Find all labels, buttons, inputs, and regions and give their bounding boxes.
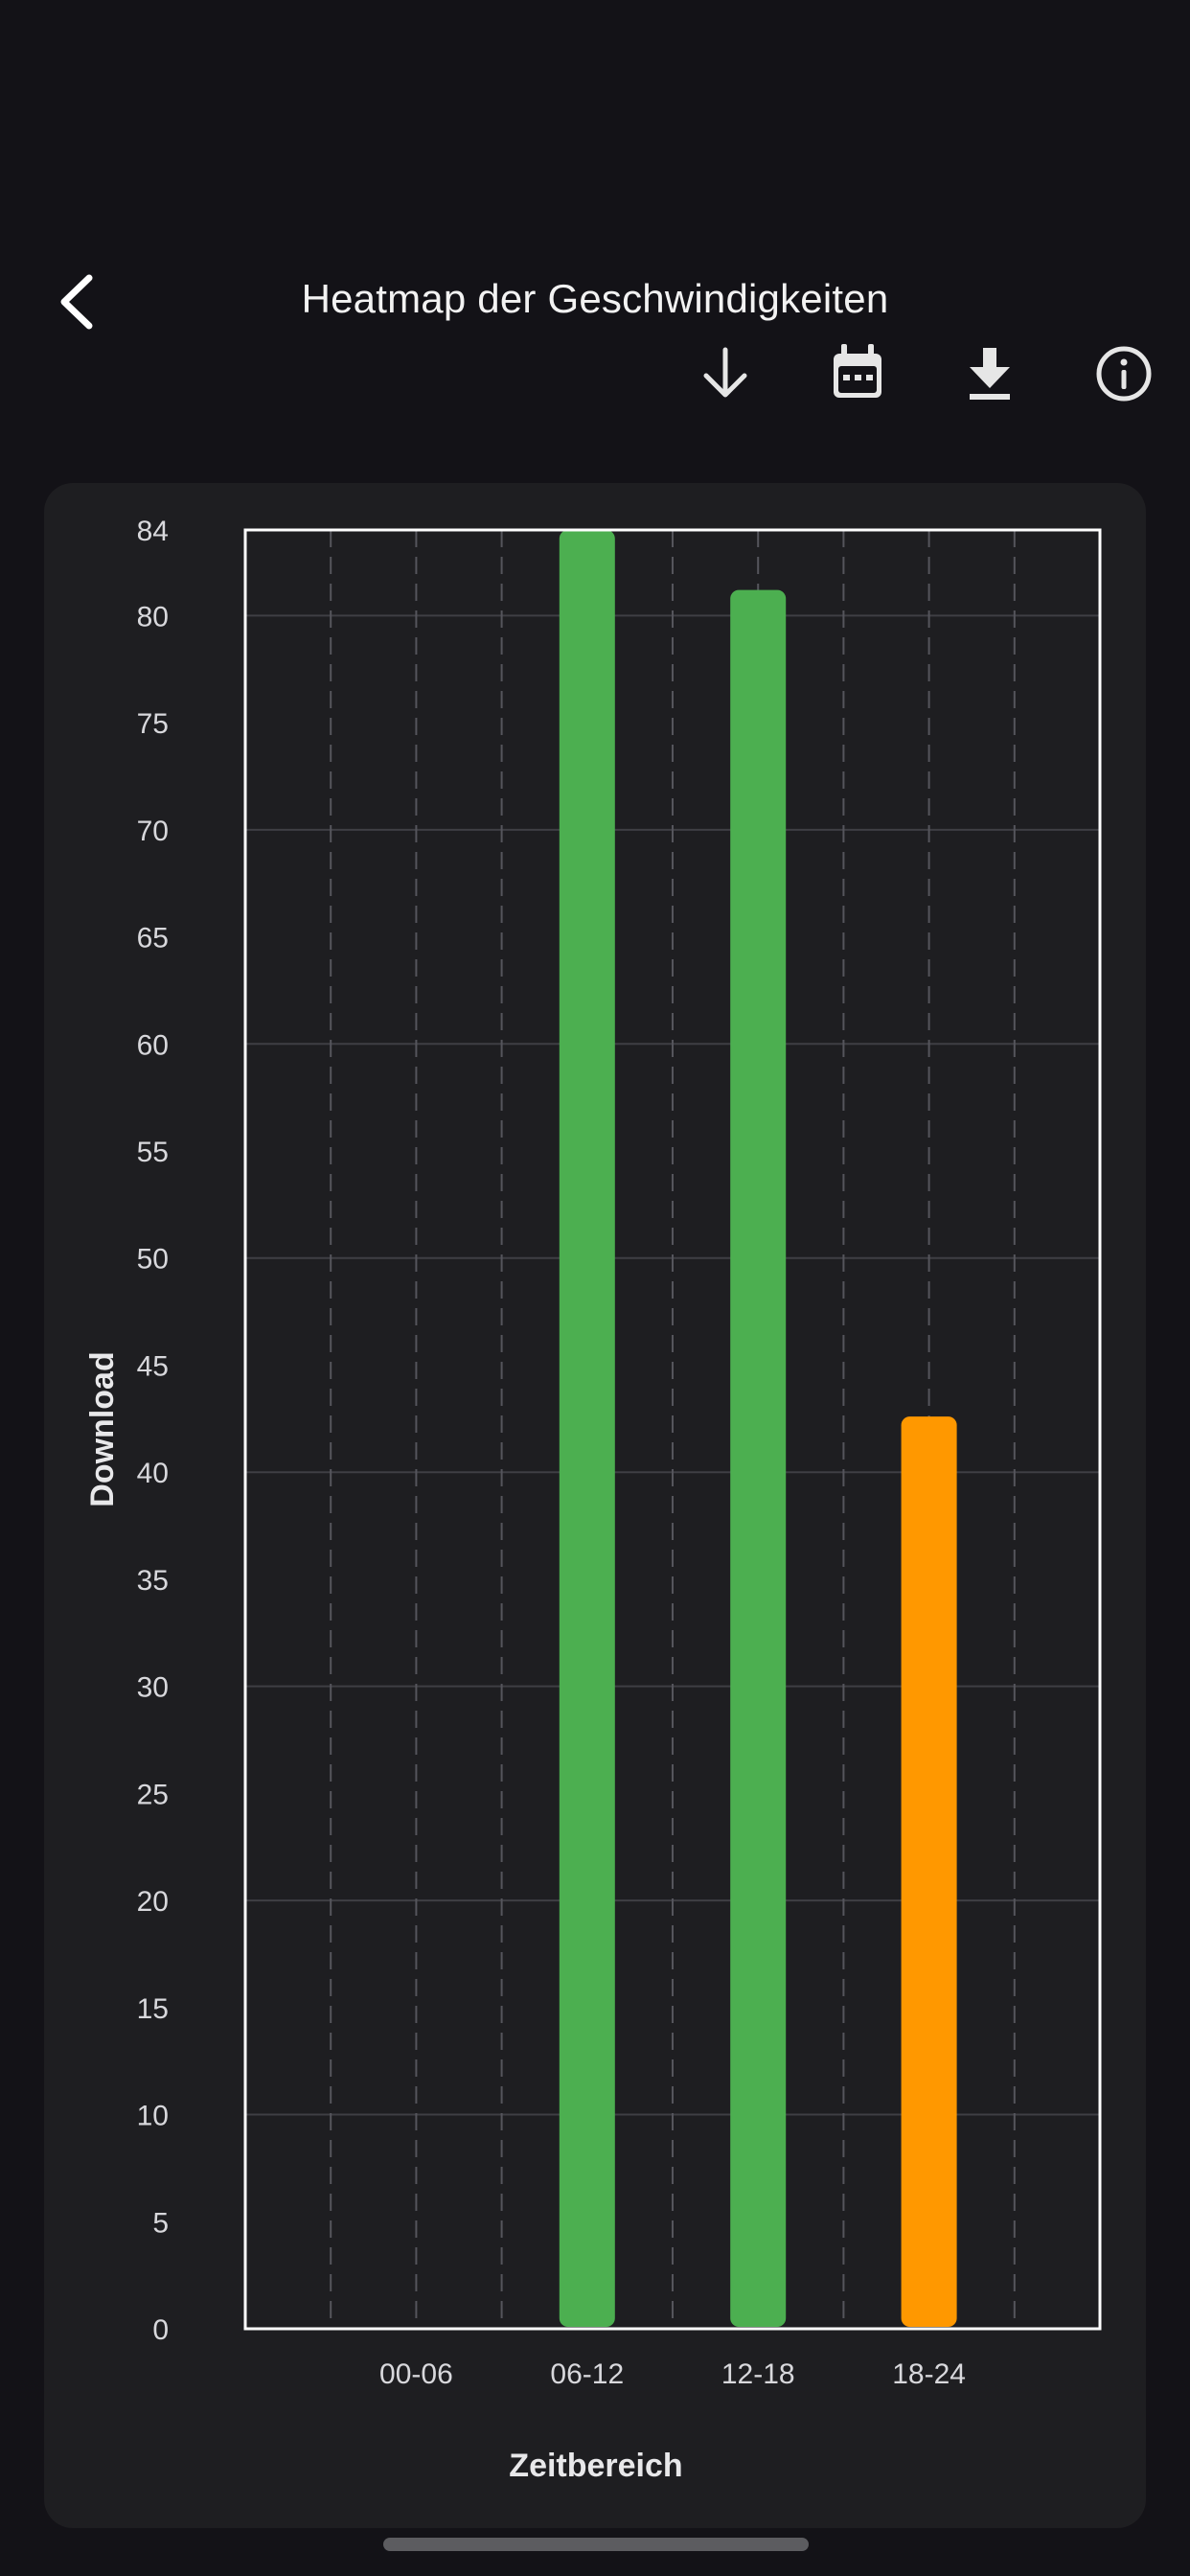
chevron-left-icon <box>60 274 93 330</box>
y-tick-label: 20 <box>137 1886 169 1918</box>
y-tick-label: 0 <box>152 2314 169 2346</box>
y-tick-label: 35 <box>137 1565 169 1597</box>
arrow-down-icon <box>703 347 747 398</box>
y-tick-label: 30 <box>137 1672 169 1704</box>
bar-06-12[interactable] <box>559 530 615 2327</box>
y-tick-label: 65 <box>137 923 169 954</box>
y-tick-label: 10 <box>137 2101 169 2132</box>
download-button[interactable] <box>956 340 1023 407</box>
bar-12-18[interactable] <box>730 589 787 2327</box>
info-icon <box>1096 346 1152 402</box>
x-tick-label: 12-18 <box>721 2358 795 2390</box>
y-tick-label: 5 <box>152 2207 169 2239</box>
sort-down-button[interactable] <box>692 340 759 407</box>
plot-frame <box>243 528 1102 2331</box>
page-title: Heatmap der Geschwindigkeiten <box>301 276 889 321</box>
app-header: Heatmap der Geschwindigkeiten <box>0 0 1190 450</box>
download-icon <box>970 348 1010 400</box>
x-tick-label: 06-12 <box>550 2358 624 2390</box>
x-axis-label: Zeitbereich <box>509 2448 682 2484</box>
y-tick-label: 50 <box>137 1244 169 1276</box>
calendar-button[interactable] <box>824 340 891 407</box>
calendar-icon <box>834 344 881 398</box>
x-tick-label: 00-06 <box>379 2358 453 2390</box>
y-tick-label: 60 <box>137 1029 169 1061</box>
home-indicator <box>383 2538 809 2551</box>
y-tick-label: 15 <box>137 1993 169 2025</box>
back-button[interactable] <box>53 268 110 335</box>
info-button[interactable] <box>1090 340 1157 407</box>
y-tick-label: 25 <box>137 1779 169 1810</box>
y-tick-label: 80 <box>137 601 169 632</box>
y-tick-label: 84 <box>137 516 169 547</box>
y-tick-label: 70 <box>137 816 169 847</box>
y-tick-label: 75 <box>137 708 169 740</box>
x-tick-label: 18-24 <box>892 2358 966 2390</box>
bar-18-24[interactable] <box>901 1416 957 2327</box>
y-tick-label: 40 <box>137 1458 169 1489</box>
y-axis-label: Download <box>84 1351 121 1506</box>
y-tick-label: 55 <box>137 1137 169 1168</box>
y-tick-label: 45 <box>137 1350 169 1382</box>
